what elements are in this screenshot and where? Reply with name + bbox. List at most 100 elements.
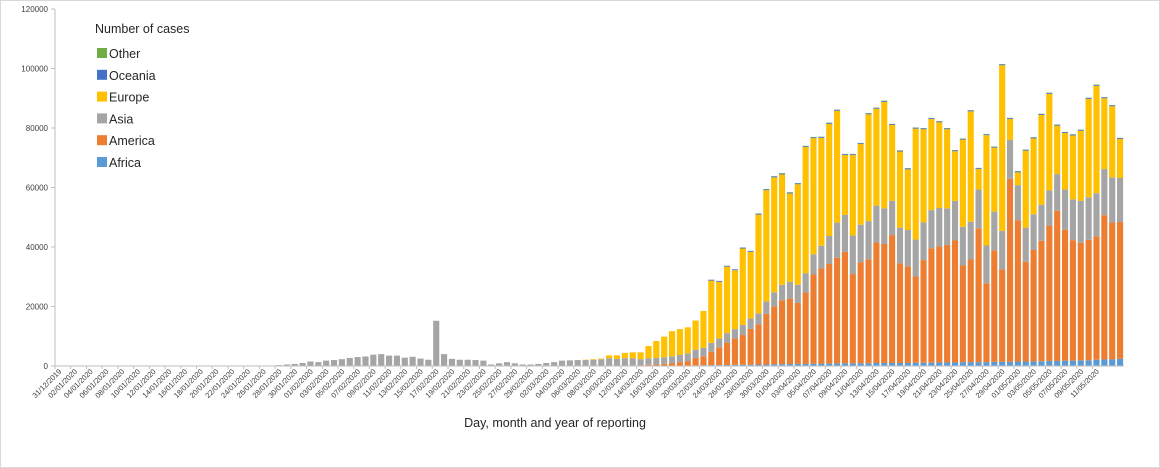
bar-segment-europe [975, 169, 982, 190]
bar-segment-europe [834, 110, 841, 223]
bar-segment-oceania [896, 150, 904, 152]
bar-segment-america [904, 266, 911, 364]
bar-segment-asia [378, 354, 385, 366]
bar-segment-europe [755, 214, 762, 314]
bar-segment-europe [841, 155, 849, 215]
bar-segment-america [818, 268, 825, 364]
bar-segment-asia [1046, 190, 1053, 226]
bars-layer [275, 64, 1124, 367]
legend-swatch-other [97, 48, 107, 58]
bar-segment-africa [755, 364, 762, 366]
bar-segment-africa [794, 363, 801, 366]
bar-segment-africa [771, 364, 778, 366]
bar-segment-oceania [763, 189, 770, 191]
bar-segment-africa [763, 364, 770, 366]
bar-segment-europe [763, 190, 770, 302]
bar-segment-oceania [1109, 105, 1116, 107]
bar-segment-oceania [716, 280, 723, 282]
bar-segment-africa [1069, 360, 1076, 366]
bar-segment-asia [889, 200, 896, 236]
bar-segment-oceania [739, 247, 746, 249]
bar-segment-asia [1117, 177, 1124, 223]
bar-segment-europe [794, 184, 801, 285]
bar-segment-europe [779, 174, 786, 285]
bar-segment-oceania [1046, 92, 1053, 94]
bar-segment-europe [668, 331, 676, 357]
bar-segment-europe [983, 135, 990, 246]
bar-segment-oceania [779, 173, 786, 175]
bar-segment-oceania [1077, 129, 1084, 131]
bar-segment-asia [354, 357, 361, 366]
bar-segment-asia [999, 230, 1006, 270]
bar-segment-africa [1117, 358, 1124, 366]
bar-segment-asia [857, 224, 864, 263]
bar-segment-asia [472, 360, 479, 366]
bar-segment-oceania [889, 124, 896, 126]
bar-segment-africa [1014, 361, 1021, 366]
bar-segment-asia [912, 239, 919, 277]
bar-segment-europe [747, 251, 754, 319]
bar-segment-africa [896, 363, 904, 366]
bar-segment-asia [653, 357, 660, 365]
bar-segment-oceania [1054, 124, 1061, 126]
bar-segment-europe [637, 352, 644, 360]
bar-segment-america [849, 274, 856, 364]
bar-segment-america [755, 324, 762, 365]
bar-segment-america [889, 235, 896, 364]
bar-segment-europe [967, 111, 974, 222]
bar-segment-asia [401, 357, 408, 366]
bar-segment-europe [653, 341, 660, 358]
bar-segment-america [1101, 215, 1108, 360]
bar-segment-africa [1109, 359, 1116, 366]
bar-segment-asia [527, 364, 534, 366]
bar-segment-asia [496, 363, 503, 366]
bar-segment-africa [1030, 361, 1037, 366]
bar-segment-europe [771, 177, 778, 293]
bar-segment-america [708, 351, 715, 366]
bar-segment-oceania [1038, 114, 1045, 115]
bar-segment-asia [307, 361, 314, 366]
bar-segment-asia [315, 362, 322, 366]
bar-segment-asia [346, 357, 353, 366]
bar-segment-africa [1006, 361, 1014, 366]
bar-segment-africa [818, 363, 825, 366]
bar-segment-asia [299, 363, 306, 366]
bar-segment-america [896, 263, 904, 364]
bar-segment-america [983, 283, 990, 363]
bar-segment-asia [637, 359, 644, 366]
bar-segment-europe [802, 147, 809, 274]
bar-segment-asia [763, 301, 770, 314]
bar-segment-asia [739, 324, 746, 336]
bar-segment-oceania [747, 250, 754, 252]
bar-segment-oceania [810, 137, 817, 139]
bar-segment-africa [944, 362, 951, 366]
bar-segment-asia [338, 359, 345, 366]
bar-segment-asia [291, 363, 298, 366]
bar-segment-asia [433, 320, 440, 366]
bar-segment-asia [1069, 199, 1076, 241]
bar-segment-oceania [1030, 137, 1037, 139]
bar-segment-europe [1085, 98, 1092, 198]
bar-segment-america [865, 259, 872, 364]
bar-segment-asia [645, 358, 652, 365]
bar-segment-america [731, 338, 738, 365]
bar-segment-oceania [1069, 134, 1076, 136]
bar-segment-asia [1109, 177, 1116, 223]
bar-segment-europe [849, 155, 856, 236]
bar-segment-oceania [786, 192, 793, 194]
legend-title: Number of cases [95, 22, 189, 36]
bar-segment-asia [779, 284, 786, 301]
bar-segment-asia [991, 211, 998, 251]
bar-segment-america [873, 242, 880, 364]
bar-segment-oceania [1101, 97, 1108, 99]
bar-segment-africa [983, 362, 990, 366]
bar-segment-europe [700, 310, 707, 348]
legend-swatch-asia [97, 113, 107, 124]
bar-segment-america [912, 276, 919, 363]
bar-segment-europe [951, 151, 959, 201]
bar-segment-asia [834, 222, 841, 258]
bar-segment-oceania [723, 265, 731, 267]
bar-segment-america [794, 302, 801, 364]
bar-segment-europe [1069, 135, 1076, 200]
bar-segment-europe [999, 65, 1006, 231]
